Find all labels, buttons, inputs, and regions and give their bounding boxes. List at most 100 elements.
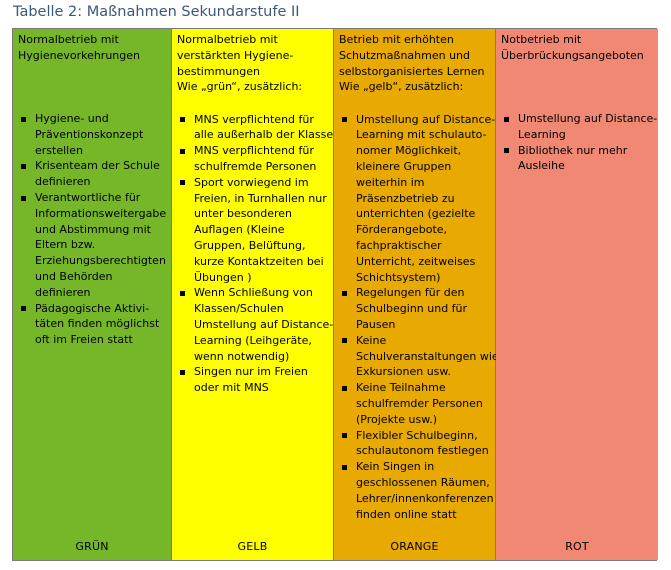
heading-line: bestimmungen <box>177 64 260 78</box>
list-item-line: unterrichten (gezielte <box>356 207 476 221</box>
column-label: ORANGE <box>390 540 439 554</box>
column-rot: Notbetrieb mit Überbrückungsangeboten Ums… <box>496 29 658 560</box>
list-item-line: schulfremder Personen <box>356 397 483 411</box>
list-item: Verantwortliche für Informationsweitergab… <box>18 190 166 301</box>
column-heading: Normalbetrieb mit verstärkten Hygiene-bes… <box>177 32 328 95</box>
list-item-line: Kein Singen in <box>356 460 435 474</box>
table-caption: Tabelle 2: Maßnahmen Sekundarstufe II <box>13 4 300 20</box>
column-label: ROT <box>565 540 589 554</box>
list-item-line: und Behörden <box>35 270 113 284</box>
column-heading: Normalbetrieb mit Hygienevorkehrungen <box>18 32 166 64</box>
list-item-line: und Abstimmung mit <box>35 222 151 236</box>
list-item-line: oder mit MNS <box>194 381 269 395</box>
list-item-line: Umstellung auf Distance- <box>518 112 658 126</box>
list-item: Pädagogische Aktivi-täten finden möglich… <box>18 301 166 348</box>
list-item-line: Auflagen (Kleine <box>194 223 285 237</box>
list-item-line: Förderangebote, <box>356 223 448 237</box>
list-item-line: schulfremde Personen <box>194 160 317 174</box>
list-item-line: Verantwortliche für <box>35 191 141 205</box>
list-item-line: kleinere Gruppen <box>356 160 452 174</box>
list-item-line: oft im Freien statt <box>35 333 133 347</box>
column-heading: Notbetrieb mit Überbrückungsangeboten <box>501 32 653 64</box>
list-item: Regelungen für den Schulbeginn und für Pau… <box>339 285 490 332</box>
list-item: Singen nur im Freien oder mit MNS <box>177 364 328 396</box>
list-item: Sport vorwiegend im Freien, in Turnhallen… <box>177 175 328 286</box>
column-gelb: Normalbetrieb mit verstärkten Hygiene-bes… <box>172 29 334 560</box>
list-item-line: Exkursionen usw. <box>356 365 451 379</box>
list-item-line: Umstellung auf Distance- <box>194 318 334 332</box>
list-item-line: Lehrer/innenkonferenzen <box>356 491 494 505</box>
list-item-line: Regelungen für den <box>356 286 465 300</box>
measure-list: Hygiene- und Präventionskonzept erstellen K… <box>18 111 166 348</box>
list-item-line: fachpraktischer <box>356 239 442 253</box>
list-item-line: geschlossenen Räumen, <box>356 476 490 490</box>
list-item: MNS verpflichtend für schulfremde Persone… <box>177 143 328 175</box>
heading-line: Hygienevorkehrungen <box>18 48 140 62</box>
measure-list: MNS verpflichtend für alle außerhalb der … <box>177 112 334 396</box>
heading-line: Betrieb mit erhöhten <box>339 33 454 46</box>
list-item-line: Keine <box>356 333 387 347</box>
measures-table: Normalbetrieb mit Hygienevorkehrungen Hyg… <box>12 28 658 561</box>
list-item-line: Pädagogische Aktivi- <box>35 301 150 315</box>
heading-line: verstärkten Hygiene- <box>177 48 294 62</box>
measure-list: Umstellung auf Distance- Learning Biblioth… <box>501 111 658 175</box>
list-item-line: Learning (Leihgeräte, <box>194 333 312 347</box>
list-item-line: Learning <box>518 127 566 141</box>
list-item-line: Gruppen, Belüftung, <box>194 239 306 253</box>
list-item-line: Klassen/Schulen <box>194 302 284 316</box>
list-item-line: Sport vorwiegend im <box>194 175 309 189</box>
heading-line: selbstorganisiertes Lernen <box>339 64 485 78</box>
list-item-line: Flexibler Schulbeginn, <box>356 428 478 442</box>
heading-line: Überbrückungsangeboten <box>501 48 644 62</box>
column-label: GELB <box>237 540 268 554</box>
list-item-line: täten finden möglichst <box>35 317 160 331</box>
list-item-line: Keine Teilnahme <box>356 381 446 395</box>
list-item-line: definieren <box>35 285 91 299</box>
list-item-line: Krisenteam der Schule <box>35 159 160 173</box>
list-item-line: Umstellung auf Distance- <box>356 112 496 126</box>
heading-line: Wie „gelb“, zusätzlich: <box>339 80 464 94</box>
list-item: MNS verpflichtend für alle außerhalb der … <box>177 112 333 144</box>
list-item: Flexibler Schulbeginn, schulautonom festl… <box>339 428 490 460</box>
list-item-line: Eltern bzw. <box>35 238 96 252</box>
list-item: Krisenteam der Schule definieren <box>18 158 166 190</box>
list-item-line: Schulveranstaltungen wie <box>356 349 499 363</box>
list-item-line: Freien, in Turnhallen nur <box>194 191 327 205</box>
column-label: GRÜN <box>75 540 109 554</box>
list-item-line: finden online statt <box>356 507 457 521</box>
list-item-line: (Projekte usw.) <box>356 412 437 426</box>
list-item: Keine Schulveranstaltungen wie Exkursionen… <box>339 333 499 380</box>
list-item-line: Hygiene- und <box>35 112 109 126</box>
list-item-line: Bibliothek nur mehr <box>518 143 628 157</box>
list-item: Keine Teilnahme schulfremder Personen (Pro… <box>339 380 490 427</box>
list-item: Umstellung auf Distance- Learning <box>501 111 658 143</box>
list-item-line: Pausen <box>356 318 396 332</box>
list-item-line: nomer Möglichkeit, <box>356 144 462 158</box>
list-item-line: Ausleihe <box>518 159 565 173</box>
list-item: Umstellung auf Distance- Learning mit sch… <box>339 112 496 286</box>
list-item-line: Unterricht, zeitweises <box>356 254 476 268</box>
list-item-line: Learning mit schulauto- <box>356 128 487 142</box>
list-item-line: Informationsweitergabe <box>35 206 167 220</box>
list-item-line: schulautonom festlegen <box>356 444 489 458</box>
list-item-line: Übungen ) <box>194 270 252 284</box>
list-item-line: erstellen <box>35 143 83 157</box>
list-item: Bibliothek nur mehr Ausleihe <box>501 143 653 175</box>
list-item: Wenn Schließung von Klassen/Schulen Umstel… <box>177 285 334 364</box>
list-item-line: Präventionskonzept <box>35 127 144 141</box>
list-item: Kein Singen in geschlossenen Räumen, Lehre… <box>339 459 494 522</box>
list-item-line: definieren <box>35 175 91 189</box>
heading-line: Notbetrieb mit <box>501 33 582 46</box>
heading-line: Normalbetrieb mit <box>177 33 278 46</box>
list-item: Hygiene- und Präventionskonzept erstellen <box>18 111 166 158</box>
list-item-line: kurze Kontaktzeiten bei <box>194 254 324 268</box>
list-item-line: MNS verpflichtend für <box>194 144 314 158</box>
list-item-line: Schulbeginn und für <box>356 302 468 316</box>
list-item-line: MNS verpflichtend für <box>194 112 314 126</box>
list-item-line: Erziehungsberechtigten <box>35 254 166 268</box>
list-item-line: Schichtsystem) <box>356 270 441 284</box>
list-item-line: Wenn Schließung von <box>194 286 313 300</box>
list-item-line: Präsenzbetrieb zu <box>356 191 455 205</box>
column-orange: Betrieb mit erhöhten Schutzmaßnahmen und s… <box>334 29 499 560</box>
heading-line: Normalbetrieb mit <box>18 33 119 46</box>
